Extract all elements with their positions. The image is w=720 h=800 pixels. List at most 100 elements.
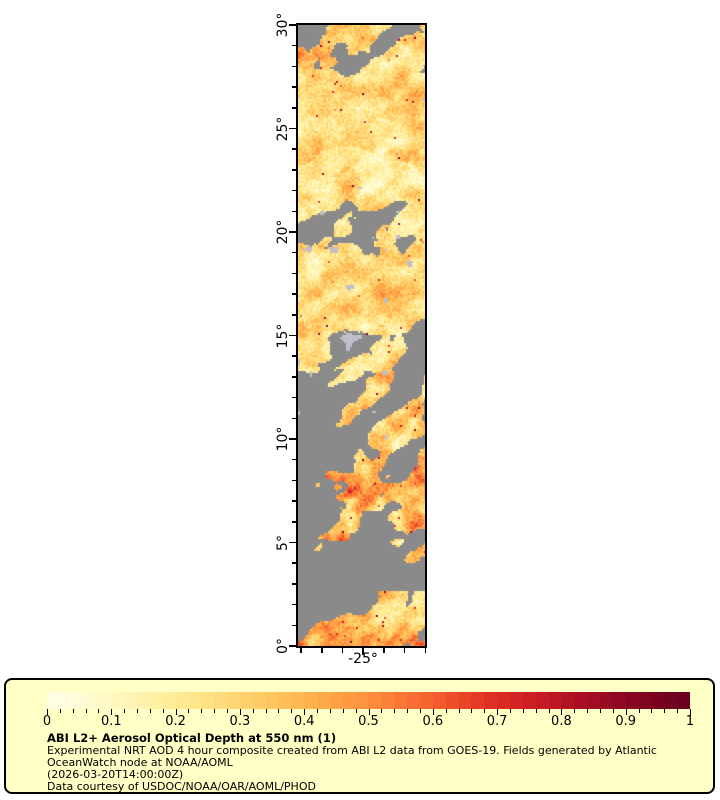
colorbar-tick	[368, 709, 370, 715]
colorbar-tick	[124, 709, 126, 713]
colorbar-tick	[394, 709, 396, 713]
lat-tick-label: 0°	[275, 638, 291, 654]
lat-major-tick	[289, 334, 296, 337]
colorbar-tick	[175, 709, 177, 715]
colorbar-tick	[407, 709, 409, 713]
colorbar-tick	[162, 709, 164, 713]
colorbar-segment	[304, 692, 318, 709]
lat-tick-label: 5°	[275, 534, 291, 551]
colorbar-tick	[664, 709, 666, 713]
lat-minor-tick	[291, 44, 296, 47]
colorbar-tick	[381, 709, 383, 713]
colorbar-segment	[265, 692, 279, 709]
colorbar-segment	[664, 692, 678, 709]
colorbar-tick	[638, 709, 640, 713]
colorbar-segment	[381, 692, 395, 709]
colorbar-segment	[509, 692, 523, 709]
colorbar-segment	[458, 692, 472, 709]
colorbar-segment	[677, 692, 690, 709]
colorbar-tick	[587, 709, 589, 713]
legend-title: ABI L2+ Aerosol Optical Depth at 550 nm …	[47, 731, 337, 745]
colorbar-tick	[59, 709, 61, 713]
colorbar-tick	[690, 709, 691, 715]
colorbar-segment	[278, 692, 292, 709]
lat-minor-tick	[291, 458, 296, 461]
lat-minor-tick	[291, 624, 296, 627]
lat-major-tick	[289, 231, 296, 233]
lon-minor-tick	[383, 648, 385, 653]
lat-major-tick	[289, 645, 296, 647]
colorbar-tick-label: 0.9	[615, 714, 637, 729]
colorbar-tick-label: 0.3	[229, 714, 251, 729]
colorbar-tick	[98, 709, 100, 713]
colorbar-tick	[137, 709, 139, 713]
legend-credit-line: Data courtesy of USDOC/NOAA/OAR/AOML/PHO…	[47, 780, 316, 793]
lat-tick-label: 25°	[275, 116, 291, 141]
colorbar-segment	[252, 692, 266, 709]
lat-minor-tick	[291, 86, 296, 88]
lat-minor-tick	[291, 603, 296, 606]
colorbar-tick	[304, 709, 306, 715]
colorbar-segment	[497, 692, 510, 709]
lon-minor-tick	[300, 648, 302, 653]
colorbar-tick	[188, 709, 190, 713]
lat-major-tick	[289, 541, 296, 544]
lat-minor-tick	[291, 479, 296, 482]
colorbar-segment	[535, 692, 549, 709]
colorbar-tick-label: 0.6	[422, 714, 444, 729]
colorbar-segment	[291, 692, 305, 709]
lat-minor-tick	[291, 169, 296, 171]
lat-minor-tick	[291, 417, 296, 420]
colorbar-segment	[239, 692, 253, 709]
colorbar-segment	[111, 692, 125, 709]
colorbar-tick	[111, 709, 113, 715]
lat-tick-label: 15°	[275, 323, 291, 348]
colorbar-tick-label: 0.8	[551, 714, 572, 729]
colorbar-tick	[509, 709, 511, 713]
colorbar-tick-label: 0.1	[100, 714, 122, 729]
colorbar	[47, 692, 690, 709]
lat-minor-tick	[291, 148, 296, 150]
colorbar-segment	[638, 692, 652, 709]
lat-minor-tick	[291, 376, 296, 378]
lat-tick-label: 20°	[275, 219, 291, 245]
colorbar-tick	[497, 709, 499, 715]
colorbar-segment	[137, 692, 150, 709]
colorbar-tick	[201, 709, 203, 713]
legend-description-line-2: OceanWatch node at NOAA/AOML	[47, 756, 233, 769]
colorbar-segment	[561, 692, 575, 709]
colorbar-tick	[599, 709, 601, 713]
colorbar-segment	[329, 692, 343, 709]
colorbar-tick	[471, 709, 473, 713]
colorbar-segment	[175, 692, 189, 709]
colorbar-segment	[471, 692, 485, 709]
lon-minor-tick	[424, 648, 427, 653]
colorbar-tick	[72, 709, 74, 713]
colorbar-segment	[484, 692, 498, 709]
colorbar-segment	[188, 692, 202, 709]
colorbar-segment	[149, 692, 163, 709]
colorbar-segment	[98, 692, 112, 709]
colorbar-tick	[227, 709, 229, 713]
colorbar-tick-label: 0.5	[358, 714, 379, 729]
colorbar-segment	[214, 692, 228, 709]
lat-major-tick	[289, 438, 296, 440]
colorbar-segment	[355, 692, 369, 709]
lat-tick-label: 30°	[275, 12, 291, 38]
colorbar-segment	[548, 692, 562, 709]
colorbar-tick	[677, 709, 679, 713]
colorbar-segment	[47, 692, 60, 709]
colorbar-tick	[239, 709, 241, 715]
longitude-tick-label: -25°	[348, 651, 378, 667]
colorbar-tick-label: 0	[42, 714, 52, 729]
colorbar-tick	[651, 709, 653, 713]
lat-minor-tick	[291, 314, 296, 316]
colorbar-tick	[458, 709, 460, 713]
colorbar-tick	[484, 709, 486, 713]
lat-minor-tick	[291, 65, 296, 68]
colorbar-segment	[162, 692, 176, 709]
colorbar-segment	[342, 692, 356, 709]
colorbar-tick	[265, 709, 267, 713]
colorbar-tick-label: 0.2	[165, 714, 186, 729]
colorbar-segment	[407, 692, 420, 709]
